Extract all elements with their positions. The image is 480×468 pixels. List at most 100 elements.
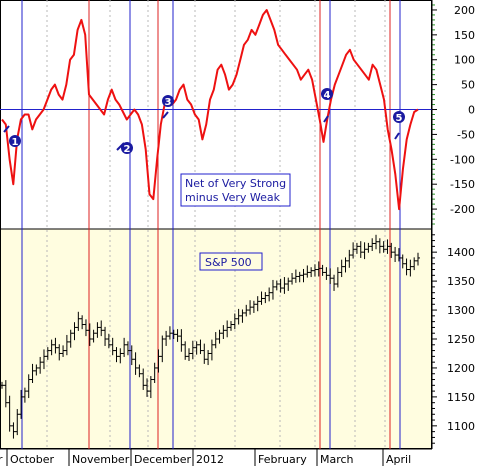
price-bar	[118, 348, 123, 364]
marker-label: 2	[124, 144, 131, 155]
y-tick-label: 150	[454, 29, 475, 42]
price-bar	[0, 381, 4, 389]
arrow-icon	[323, 115, 329, 123]
x-tick-label: April	[386, 453, 411, 466]
price-bar	[183, 341, 188, 360]
marker-label: 4	[324, 90, 331, 101]
sp500-bars	[0, 234, 420, 439]
price-bar	[301, 268, 306, 283]
price-bar	[76, 311, 81, 331]
price-bar	[83, 319, 88, 337]
marker-label: 3	[165, 97, 172, 108]
price-bar	[22, 387, 27, 403]
price-bar	[198, 339, 203, 355]
price-bar	[45, 347, 50, 360]
price-bar	[187, 348, 192, 361]
price-bar	[263, 292, 268, 304]
price-bar	[38, 356, 43, 374]
price-bar	[34, 364, 39, 376]
marker-circle	[321, 88, 333, 100]
price-bar	[19, 389, 24, 419]
price-bar	[362, 242, 367, 260]
price-bar	[133, 352, 138, 375]
signal-marker: 1	[3, 125, 21, 148]
price-bar	[110, 337, 115, 356]
price-bar	[404, 258, 409, 276]
price-bar	[408, 259, 413, 277]
x-axis-labels: r October November December 2012 February Marc…	[0, 449, 411, 466]
price-bar	[57, 344, 62, 361]
x-tick-label: October	[10, 453, 54, 466]
price-bar	[400, 254, 405, 269]
price-bar	[370, 238, 375, 251]
price-bar	[377, 238, 382, 254]
signal-marker: 2	[116, 142, 133, 155]
arrow-icon	[3, 125, 10, 133]
price-bar	[393, 246, 398, 262]
price-bar	[206, 350, 211, 366]
price-bar	[167, 326, 172, 340]
price-bar	[68, 329, 73, 348]
series-line	[1, 9, 419, 211]
price-bar	[114, 347, 119, 363]
y-tick-label: 50	[461, 79, 475, 92]
price-bar	[156, 349, 161, 373]
price-bar	[312, 264, 317, 277]
price-bar	[381, 241, 386, 253]
price-bar	[270, 279, 275, 300]
price-bar	[145, 378, 150, 397]
price-bar	[225, 320, 230, 338]
price-bar	[228, 321, 233, 331]
price-bar	[385, 239, 390, 254]
price-bar	[290, 273, 295, 285]
price-bar	[255, 296, 260, 312]
price-bar	[141, 368, 146, 390]
y-tick-label: -150	[450, 178, 475, 191]
price-bar	[209, 339, 214, 361]
price-bar	[278, 278, 283, 293]
price-bar	[244, 304, 249, 317]
price-bar	[232, 313, 237, 330]
top-annotation-line2: minus Very Weak	[185, 191, 281, 204]
price-bar	[175, 329, 180, 342]
price-bar	[171, 329, 176, 339]
marker-circle	[121, 142, 133, 154]
price-bar	[103, 326, 108, 346]
y-tick-label: 1100	[447, 420, 475, 433]
y-tick-label: -100	[450, 153, 475, 166]
price-bar	[106, 333, 111, 349]
x-tick-label: February	[258, 453, 307, 466]
price-bar	[164, 330, 169, 346]
price-bar	[248, 300, 253, 315]
price-bar	[221, 325, 226, 339]
y-tick-label: 0	[468, 104, 475, 117]
price-bar	[305, 265, 310, 278]
price-bar	[267, 287, 272, 302]
net-strength-series	[1, 9, 419, 211]
x-tick-label: 2012	[196, 453, 224, 466]
price-bar	[72, 322, 77, 341]
y-tick-label: 1400	[447, 246, 475, 259]
bottom-y-axis: 1400 1350 1300 1250 1200 1150 1100	[431, 229, 475, 449]
event-lines	[21, 0, 401, 449]
price-bar	[328, 268, 333, 284]
marker-circle	[9, 135, 21, 147]
y-tick-label: -50	[457, 128, 475, 141]
marker-label: 1	[12, 137, 19, 148]
price-bar	[213, 332, 218, 349]
price-bar	[64, 334, 69, 356]
y-tick-label: 1200	[447, 362, 475, 375]
price-bar	[190, 340, 195, 360]
price-bar	[320, 264, 325, 276]
x-tick-label: r	[0, 453, 3, 466]
signal-marker: 5	[393, 111, 405, 140]
price-bar	[339, 259, 344, 278]
price-bar	[148, 376, 153, 399]
x-tick-label: December	[134, 453, 192, 466]
price-bar	[293, 269, 298, 283]
price-bar	[87, 323, 92, 346]
price-bar	[122, 337, 127, 357]
y-tick-label: 1300	[447, 304, 475, 317]
x-tick-label: November	[72, 453, 130, 466]
